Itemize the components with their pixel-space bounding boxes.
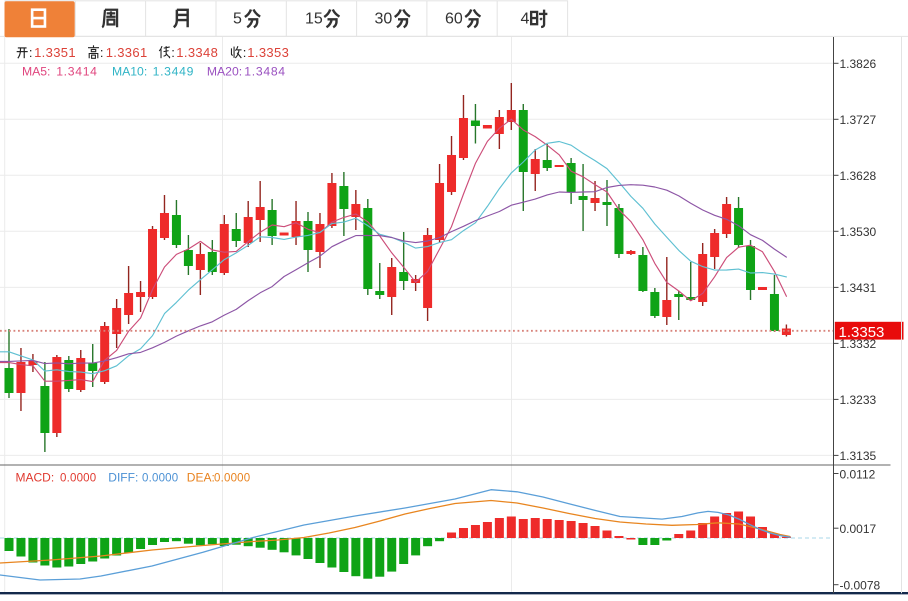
svg-text:1.3414: 1.3414: [56, 64, 97, 78]
svg-text:30: 30: [375, 10, 393, 27]
svg-text:MA20:: MA20:: [207, 64, 242, 78]
svg-text:MA5:: MA5:: [22, 64, 50, 78]
svg-text:1.3727: 1.3727: [840, 113, 877, 127]
svg-text:0.0017: 0.0017: [840, 522, 877, 536]
svg-text:0.0000: 0.0000: [142, 472, 178, 484]
svg-text:1.3530: 1.3530: [840, 225, 877, 239]
svg-text:15: 15: [305, 10, 323, 27]
svg-text:1.3135: 1.3135: [840, 449, 877, 463]
svg-text:DEA:: DEA:: [187, 470, 215, 484]
svg-text:1.3484: 1.3484: [244, 64, 285, 78]
svg-text:1.3826: 1.3826: [840, 57, 877, 71]
svg-text:MACD:: MACD:: [16, 470, 55, 484]
svg-text:0.0000: 0.0000: [214, 472, 250, 484]
svg-text:-0.0078: -0.0078: [840, 579, 881, 593]
svg-text:1.3348: 1.3348: [176, 45, 218, 60]
svg-text:1.3431: 1.3431: [840, 281, 877, 295]
svg-text:MA10:: MA10:: [112, 64, 147, 78]
svg-text::: :: [29, 45, 33, 60]
svg-text:DIFF:: DIFF:: [108, 470, 138, 484]
svg-text:1.3353: 1.3353: [247, 45, 289, 60]
svg-text:1.3353: 1.3353: [839, 324, 885, 341]
svg-text:0.0112: 0.0112: [840, 467, 876, 481]
svg-text:1.3233: 1.3233: [840, 393, 877, 407]
svg-text:4: 4: [521, 10, 530, 27]
svg-text:5: 5: [233, 10, 242, 27]
svg-text:1.3332: 1.3332: [840, 337, 877, 351]
svg-text:1.3449: 1.3449: [153, 64, 194, 78]
svg-text:60: 60: [445, 10, 463, 27]
svg-text::: :: [171, 45, 175, 60]
svg-text:1.3628: 1.3628: [840, 169, 877, 183]
svg-text::: :: [100, 45, 104, 60]
svg-text:0.0000: 0.0000: [60, 472, 96, 484]
svg-text:1.3361: 1.3361: [106, 45, 148, 60]
svg-text::: :: [243, 45, 247, 60]
svg-text:1.3351: 1.3351: [34, 45, 76, 60]
